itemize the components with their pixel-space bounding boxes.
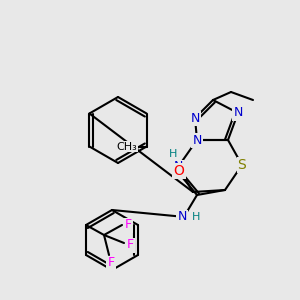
Text: CH₃: CH₃ <box>116 142 137 152</box>
Text: H: H <box>192 212 200 222</box>
Text: N: N <box>177 211 187 224</box>
Text: N: N <box>173 160 183 173</box>
Text: S: S <box>238 158 246 172</box>
Text: F: F <box>107 256 115 269</box>
Text: F: F <box>127 238 134 251</box>
Text: N: N <box>190 112 200 124</box>
Text: N: N <box>233 106 243 119</box>
Text: F: F <box>124 218 132 232</box>
Text: O: O <box>174 164 184 178</box>
Text: H: H <box>169 149 177 159</box>
Text: N: N <box>192 134 202 146</box>
